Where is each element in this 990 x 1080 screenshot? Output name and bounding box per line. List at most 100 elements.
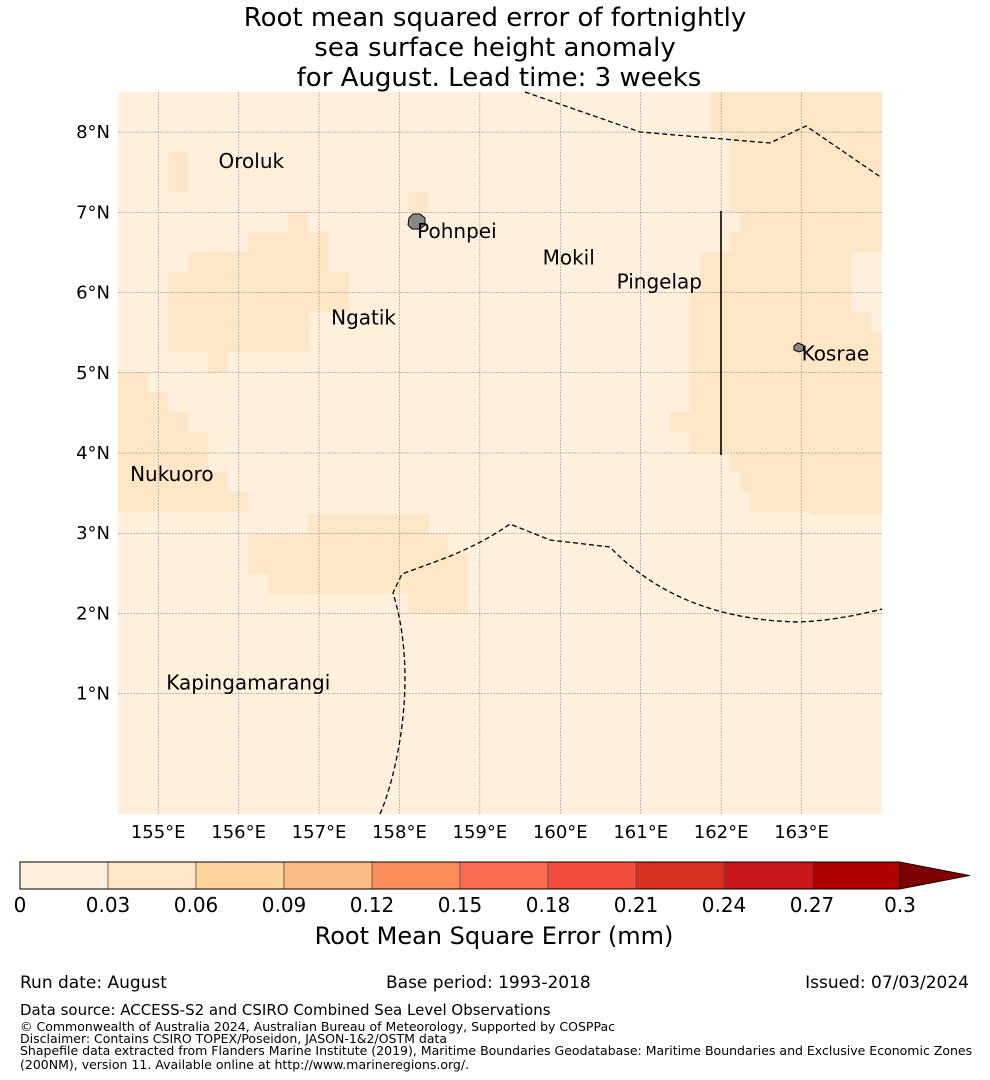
lat-tick-label: 1°N: [76, 684, 110, 705]
lat-tick-label: 7°N: [76, 202, 110, 223]
rmse-cell: [408, 594, 468, 614]
colorbar-segment: [547, 861, 637, 890]
rmse-cell: [690, 292, 851, 312]
rmse-cell: [248, 232, 329, 252]
rmse-cell: [248, 534, 448, 554]
rmse-cell: [208, 352, 228, 372]
place-label: Ngatik: [331, 306, 396, 330]
map-area: Oroluk Pohnpei Mokil Pingelap Ngatik Kosrae Nu…: [118, 91, 883, 815]
colorbar-tick-label: 0.3: [884, 893, 916, 917]
rmse-cell: [690, 312, 871, 332]
rmse-cell: [408, 192, 428, 212]
place-label: Mokil: [543, 245, 595, 269]
colorbar-tick-label: 0.06: [174, 893, 219, 917]
rmse-cell: [118, 432, 208, 452]
lon-tick-label: 155°E: [131, 822, 186, 843]
rmse-cell: [118, 392, 168, 412]
lat-tick-label: 3°N: [76, 523, 110, 544]
colorbar-tick-label: 0.12: [350, 893, 395, 917]
colorbar-segment: [635, 861, 725, 890]
colorbar-tick-label: 0.24: [702, 893, 747, 917]
colorbar-segment: [195, 861, 285, 890]
rmse-cell: [188, 252, 329, 272]
colorbar-tick-label: 0: [14, 893, 27, 917]
eez-boundary-south: [379, 523, 883, 815]
eez-boundary-north: [524, 91, 883, 179]
colorbar-segment: [283, 861, 373, 890]
colorbar-outline: [19, 861, 901, 890]
colorbar-tick-label: 0.27: [790, 893, 835, 917]
rmse-cell: [118, 452, 208, 472]
colorbar-tick-label: 0.18: [526, 893, 571, 917]
colorbar-label: Root Mean Square Error (mm): [315, 922, 674, 950]
rmse-cell: [308, 514, 429, 534]
pohnpei-island: [407, 213, 426, 230]
issued-date: Issued: 07/03/2024: [805, 973, 969, 993]
rmse-cells: [118, 92, 882, 614]
kosrae-island: [793, 342, 805, 353]
lon-tick-label: 160°E: [533, 822, 588, 843]
disclaimer: Disclaimer: Contains CSIRO TOPEX/Poseido…: [20, 1031, 447, 1046]
rmse-cell: [700, 252, 851, 292]
lat-tick-label: 4°N: [76, 443, 110, 464]
rmse-cell: [168, 272, 349, 292]
rmse-cell: [690, 432, 882, 452]
lon-tick-label: 159°E: [453, 822, 508, 843]
longitude-ticks: 155°E 156°E 157°E 158°E 159°E 160°E 161°E 162°E…: [131, 822, 829, 843]
lon-tick-label: 156°E: [211, 822, 266, 843]
place-label: Kapingamarangi: [166, 671, 330, 695]
colorbar-tick-label: 0.03: [86, 893, 131, 917]
copyright: © Commonwealth of Australia 2024, Austra…: [20, 1019, 615, 1034]
colorbar-segment: [371, 861, 461, 890]
rmse-cell: [168, 292, 349, 312]
colorbar-segment: [811, 861, 901, 890]
colorbar: 0 0.03 0.06 0.09 0.12 0.15 0.18 0.21 0.24 0.27 0.3: [14, 861, 971, 917]
shapefile-credit-line-1: Shapefile data extracted from Flanders M…: [20, 1043, 972, 1058]
lon-tick-label: 162°E: [694, 822, 749, 843]
rmse-cell: [268, 554, 468, 574]
lat-tick-label: 8°N: [76, 122, 110, 143]
place-label: Nukuoro: [130, 462, 214, 486]
rmse-cell: [730, 132, 882, 212]
lon-tick-label: 163°E: [774, 822, 829, 843]
rmse-cell: [248, 554, 268, 574]
title-line-1: Root mean squared error of fortnightly: [244, 3, 746, 33]
rmse-cell: [118, 412, 188, 432]
title-line-3: for August. Lead time: 3 weeks: [297, 63, 702, 93]
rmse-cell: [268, 574, 468, 594]
place-label: Oroluk: [219, 149, 285, 173]
base-period: Base period: 1993-2018: [386, 973, 591, 993]
colorbar-segment: [107, 861, 197, 890]
rmse-cell: [690, 332, 882, 412]
lat-tick-label: 6°N: [76, 283, 110, 304]
lat-tick-label: 5°N: [76, 363, 110, 384]
place-label: Pingelap: [617, 270, 702, 294]
latitude-ticks: 1°N 2°N 3°N 4°N 5°N 6°N 7°N 8°N: [76, 122, 110, 705]
rmse-cell: [118, 372, 148, 392]
data-source: Data source: ACCESS-S2 and CSIRO Combine…: [20, 1001, 551, 1019]
rmse-cell: [740, 472, 882, 492]
colorbar-extend-arrow: [899, 861, 971, 890]
colorbar-tick-label: 0.09: [262, 893, 307, 917]
place-label: Pohnpei: [417, 219, 497, 243]
rmse-cell: [710, 92, 882, 132]
place-label: Kosrae: [802, 342, 870, 366]
rmse-cell: [118, 472, 228, 492]
land: [407, 213, 805, 353]
rmse-cell: [730, 232, 882, 252]
rmse-cell: [730, 452, 882, 472]
colorbar-tick-label: 0.15: [438, 893, 483, 917]
title-line-2: sea surface height anomaly: [314, 33, 675, 63]
lon-tick-label: 161°E: [613, 822, 668, 843]
shapefile-credit-line-2: (200NM), version 11. Available online at…: [20, 1057, 469, 1072]
lon-tick-label: 157°E: [292, 822, 347, 843]
lon-tick-label: 158°E: [372, 822, 427, 843]
colorbar-segment: [459, 861, 549, 890]
rmse-cell: [750, 492, 882, 512]
rmse-cell: [810, 512, 882, 514]
place-labels: Oroluk Pohnpei Mokil Pingelap Ngatik Kosrae Nu…: [130, 149, 869, 694]
colorbar-segment: [19, 861, 109, 890]
colorbar-tick-label: 0.21: [614, 893, 659, 917]
rmse-cell: [118, 492, 248, 512]
